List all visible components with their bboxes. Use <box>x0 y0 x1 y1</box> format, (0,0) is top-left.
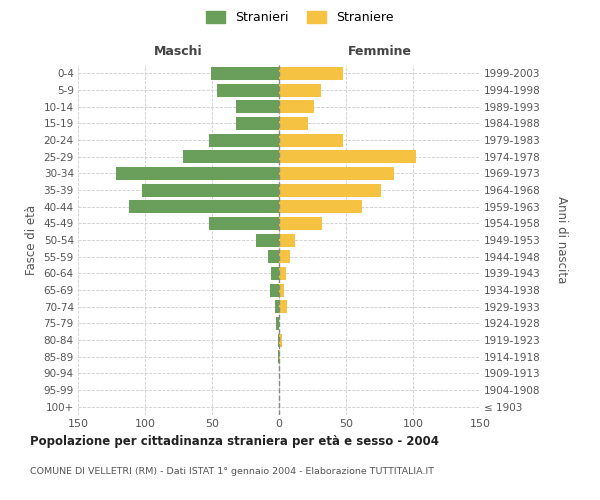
Bar <box>278 350 279 363</box>
Bar <box>279 117 308 130</box>
Text: Popolazione per cittadinanza straniera per età e sesso - 2004: Popolazione per cittadinanza straniera p… <box>30 435 439 448</box>
Bar <box>269 284 279 296</box>
Bar <box>279 234 295 246</box>
Text: COMUNE DI VELLETRI (RM) - Dati ISTAT 1° gennaio 2004 - Elaborazione TUTTITALIA.I: COMUNE DI VELLETRI (RM) - Dati ISTAT 1° … <box>30 468 434 476</box>
Bar <box>277 317 279 330</box>
Text: Femmine: Femmine <box>347 45 412 58</box>
Bar <box>279 134 343 146</box>
Bar <box>236 117 279 130</box>
Y-axis label: Anni di nascita: Anni di nascita <box>555 196 568 284</box>
Bar <box>279 217 322 230</box>
Bar <box>279 350 280 363</box>
Bar <box>182 150 279 163</box>
Bar <box>279 100 314 113</box>
Bar <box>279 267 286 280</box>
Bar <box>279 250 290 263</box>
Bar <box>211 67 279 80</box>
Bar <box>279 300 287 313</box>
Bar <box>217 84 279 96</box>
Bar <box>268 250 279 263</box>
Bar <box>275 300 279 313</box>
Bar <box>209 217 279 230</box>
Bar <box>279 284 284 296</box>
Bar <box>279 67 343 80</box>
Legend: Stranieri, Straniere: Stranieri, Straniere <box>202 6 398 29</box>
Y-axis label: Fasce di età: Fasce di età <box>25 205 38 275</box>
Bar <box>279 184 381 196</box>
Bar <box>278 334 279 346</box>
Bar <box>116 167 279 180</box>
Bar <box>142 184 279 196</box>
Bar <box>279 150 416 163</box>
Text: Maschi: Maschi <box>154 45 203 58</box>
Bar <box>279 84 320 96</box>
Bar <box>236 100 279 113</box>
Bar <box>279 200 362 213</box>
Bar <box>279 167 394 180</box>
Bar <box>271 267 279 280</box>
Bar <box>279 334 281 346</box>
Bar <box>209 134 279 146</box>
Bar <box>256 234 279 246</box>
Bar <box>129 200 279 213</box>
